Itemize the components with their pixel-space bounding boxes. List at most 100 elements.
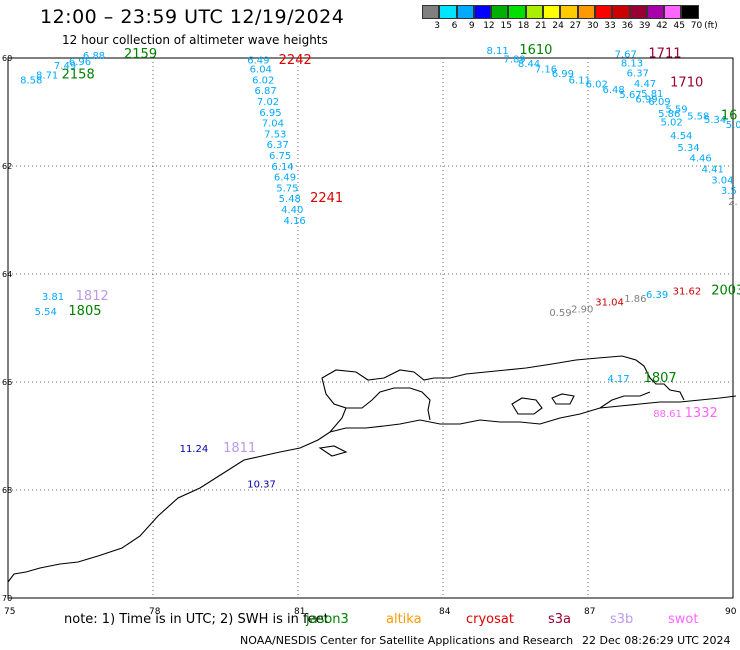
- wave-height-value: 3.04: [711, 175, 733, 186]
- color-swatch: [543, 5, 561, 19]
- color-swatch: [473, 5, 492, 19]
- color-tick-label: 6: [451, 21, 458, 31]
- wave-height-value: 4.16: [284, 216, 306, 227]
- longitude-tick-label: 81: [294, 607, 305, 617]
- wave-height-value: 6.37: [267, 140, 289, 151]
- latitude-tick-label: 66: [2, 378, 12, 387]
- wave-height-value: 6.96: [69, 57, 91, 68]
- wave-height-value: 10.37: [247, 479, 276, 490]
- color-swatch: [439, 5, 457, 19]
- legend-item-altika: altika: [386, 612, 422, 627]
- color-tick-label: 24: [552, 21, 564, 31]
- wave-height-value: 88.61: [653, 409, 682, 420]
- legend-item-s3b: s3b: [610, 612, 634, 627]
- wave-height-value: 6.02: [586, 80, 608, 91]
- wave-height-value: 8.58: [20, 75, 42, 86]
- coastline: [7, 355, 737, 583]
- wave-height-value: 6.09: [648, 97, 670, 108]
- map-frame: [7, 57, 734, 599]
- wave-height-value: 6.49: [247, 55, 269, 66]
- wave-height-value: 7.04: [262, 119, 284, 130]
- wave-height-value: 3.81: [42, 292, 64, 303]
- pass-time-label: 1610: [519, 43, 552, 58]
- wave-height-value: 5.86: [658, 109, 680, 120]
- pass-time-label: 1710: [670, 76, 703, 91]
- pass-time-label: 2159: [124, 47, 157, 62]
- coastline-inlet: [318, 445, 348, 457]
- wave-height-value: 5.58: [687, 112, 709, 123]
- color-unit-label: (ft): [704, 21, 718, 31]
- wave-height-value: 5.34: [677, 143, 699, 154]
- color-scale-ticks: 3 6 9 12 15 18 21 24 27 30 33 36 39 42 45 70 (ft): [422, 21, 737, 35]
- latitude-tick-label: 68: [2, 486, 12, 495]
- pass-time-label: 16: [721, 109, 738, 124]
- wave-height-value: 7.16: [535, 65, 557, 76]
- color-tick-label: 33: [604, 21, 616, 31]
- pass-time-label: 2241: [310, 191, 343, 206]
- color-tick-label: 70: [690, 21, 703, 31]
- color-swatch: [577, 5, 595, 19]
- pass-time-label: 2158: [62, 68, 95, 83]
- wave-height-value: 11.24: [180, 444, 209, 455]
- wave-height-value: 6.48: [603, 85, 625, 96]
- footer-note: note: 1) Time is in UTC; 2) SWH is in fe…: [64, 612, 329, 627]
- page-title: 12:00 – 23:59 UTC 12/19/2024: [40, 6, 345, 28]
- wave-height-value: 6.87: [255, 86, 277, 97]
- longitude-tick-label: 84: [439, 607, 451, 617]
- color-tick-label: 9: [468, 21, 475, 31]
- pass-time-label: 1807: [644, 371, 677, 386]
- legend-item-swot: swot: [668, 612, 699, 627]
- wave-height-value: 4.41: [702, 164, 724, 175]
- color-tick-label: 3: [434, 21, 441, 31]
- longitude-tick-label: 87: [584, 607, 595, 617]
- coastline-island: [511, 397, 543, 415]
- wave-height-value: 2.90: [571, 304, 593, 315]
- color-swatch: [629, 5, 647, 19]
- wave-height-value: 8.44: [518, 59, 540, 70]
- wave-height-value: 31.62: [673, 287, 702, 298]
- pass-time-label: 1332: [685, 406, 718, 421]
- wave-height-value: 1.86: [624, 294, 646, 305]
- wave-height-value: 5.02: [661, 118, 683, 129]
- wave-height-value: 6.11: [569, 75, 591, 86]
- wave-height-value: 6.39: [646, 290, 668, 301]
- pass-time-label: 1711: [648, 46, 681, 61]
- coastline-island-2: [551, 393, 575, 405]
- color-swatch: [681, 5, 699, 19]
- wave-height-value: 3.5: [721, 186, 737, 197]
- pass-time-label: 1812: [76, 289, 109, 304]
- wave-height-value: 8.71: [36, 71, 58, 82]
- color-swatch: [664, 5, 682, 19]
- coastline-spit: [599, 391, 651, 409]
- color-swatch: [646, 5, 665, 19]
- color-tick-label: 42: [656, 21, 668, 31]
- pass-time-label: 1805: [68, 304, 101, 319]
- coastline-bay: [346, 387, 431, 421]
- wave-height-value: 4.47: [634, 79, 656, 90]
- wave-height-value: 4.54: [670, 131, 692, 142]
- wave-height-value: 5.67: [619, 90, 641, 101]
- wave-height-value: 7.67: [615, 49, 637, 60]
- color-swatch: [456, 5, 474, 19]
- map-grid: 75 78 81 84 87 90 60 62 64 66 68 70: [2, 54, 737, 617]
- wave-height-value: 6.02: [252, 75, 274, 86]
- generated-timestamp: 22 Dec 08:26:29 UTC 2024: [582, 634, 731, 647]
- wave-height-value: 2.: [728, 197, 738, 208]
- wave-height-value: 7.02: [257, 97, 279, 108]
- color-scale-bar: [422, 5, 699, 19]
- wave-height-value: 31.04: [595, 297, 624, 308]
- pass-time-label: 2003: [711, 284, 740, 299]
- credit-line: NOAA/NESDIS Center for Satellite Applica…: [240, 634, 574, 647]
- legend-item-jason3: jason3: [306, 612, 349, 627]
- latitude-tick-label: 62: [2, 162, 12, 171]
- wave-height-value: 7.89: [503, 54, 525, 65]
- wave-height-value: 5.59: [665, 105, 687, 116]
- color-swatch: [508, 5, 526, 19]
- wave-height-value: 7.53: [264, 129, 286, 140]
- color-tick-label: 15: [500, 21, 512, 31]
- latitude-tick-label: 60: [2, 54, 12, 63]
- color-tick-label: 36: [621, 21, 634, 31]
- wave-height-value: 6.37: [627, 68, 649, 79]
- wave-height-labels: 8.588.717.496.966.88 215921586.496.046.02…: [20, 43, 740, 490]
- wave-height-value: 0.59: [549, 308, 571, 319]
